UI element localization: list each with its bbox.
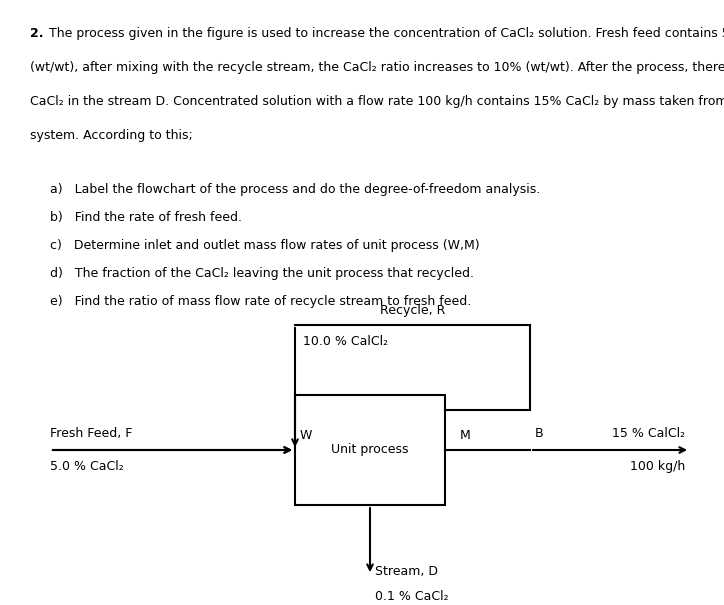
- Text: e)   Find the ratio of mass flow rate of recycle stream to fresh feed.: e) Find the ratio of mass flow rate of r…: [50, 295, 471, 308]
- Text: 100 kg/h: 100 kg/h: [630, 460, 685, 473]
- Text: 5.0 % CaCl₂: 5.0 % CaCl₂: [50, 460, 124, 473]
- Text: 10.0 % CalCl₂: 10.0 % CalCl₂: [303, 335, 388, 348]
- Text: B: B: [535, 427, 544, 440]
- Text: c)   Determine inlet and outlet mass flow rates of unit process (W,M): c) Determine inlet and outlet mass flow …: [50, 239, 479, 252]
- Bar: [295, 395, 445, 505]
- Text: The process given in the figure is used to increase the concentration of CaCl₂ s: The process given in the figure is used …: [49, 27, 724, 40]
- Text: Fresh Feed, F: Fresh Feed, F: [50, 427, 132, 440]
- Text: CaCl₂ in the stream D. Concentrated solution with a flow rate 100 kg/h contains : CaCl₂ in the stream D. Concentrated solu…: [30, 95, 724, 108]
- Text: a)   Label the flowchart of the process and do the degree-of-freedom analysis.: a) Label the flowchart of the process an…: [50, 183, 540, 196]
- Text: W: W: [300, 429, 312, 442]
- Text: M: M: [460, 429, 471, 442]
- Text: 15 % CalCl₂: 15 % CalCl₂: [612, 427, 685, 440]
- Text: (wt/wt), after mixing with the recycle stream, the CaCl₂ ratio increases to 10% : (wt/wt), after mixing with the recycle s…: [30, 61, 724, 74]
- Text: Unit process: Unit process: [332, 443, 409, 457]
- Text: Stream, D: Stream, D: [375, 565, 438, 578]
- Text: 0.1 % CaCl₂: 0.1 % CaCl₂: [375, 590, 449, 603]
- Text: d)   The fraction of the CaCl₂ leaving the unit process that recycled.: d) The fraction of the CaCl₂ leaving the…: [50, 267, 474, 280]
- Text: b)   Find the rate of fresh feed.: b) Find the rate of fresh feed.: [50, 211, 242, 224]
- Text: Recycle, R: Recycle, R: [380, 304, 445, 317]
- Text: system. According to this;: system. According to this;: [30, 129, 193, 142]
- Text: 2.: 2.: [30, 27, 43, 40]
